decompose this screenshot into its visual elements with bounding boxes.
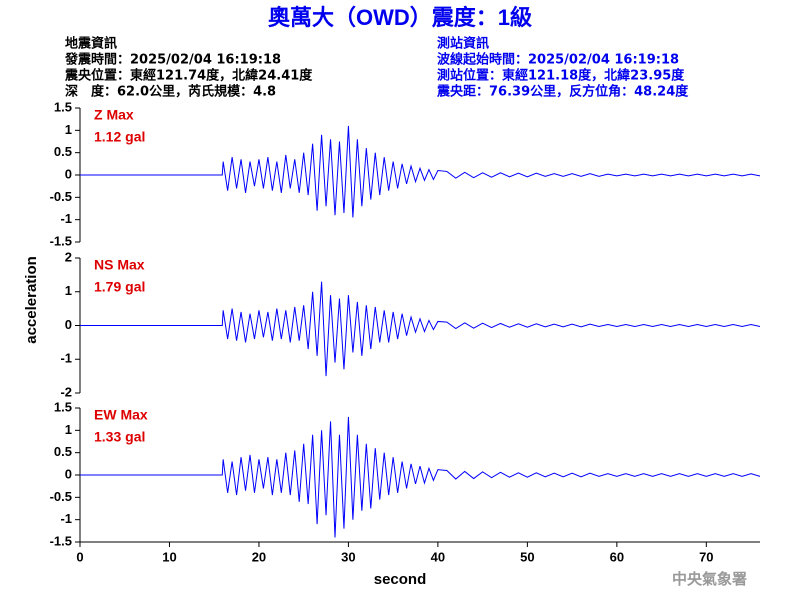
annotation: 1.79 gal [94, 279, 145, 295]
info-line: 深 度：62.0公里，芮氏規模：4.8 [65, 84, 276, 100]
annotation: Z Max [94, 107, 134, 123]
x-tick-label: 60 [610, 549, 624, 564]
waveform [80, 125, 761, 218]
y-tick-label: 0 [65, 466, 72, 481]
x-tick-label: 10 [162, 549, 176, 564]
annotation: NS Max [94, 257, 145, 273]
y-tick-label: 0 [65, 317, 72, 332]
y-tick-label: 1 [65, 122, 72, 137]
footer: 中央氣象署 [672, 570, 747, 588]
y-tick-label: -1.5 [50, 533, 72, 548]
info-line: 測站位置：東經121.18度，北緯23.95度 [437, 68, 685, 84]
y-tick-label: 0.5 [54, 144, 72, 159]
x-tick-label: 50 [520, 549, 534, 564]
y-tick-label: -0.5 [50, 489, 72, 504]
y-tick-label: -1.5 [50, 233, 72, 248]
y-tick-label: 2 [65, 249, 72, 264]
info-line: 發震時間：2025/02/04 16:19:18 [64, 52, 281, 68]
y-tick-label: 1 [65, 422, 72, 437]
y-tick-label: -1 [60, 211, 72, 226]
x-tick-label: 30 [341, 549, 355, 564]
y-tick-label: 1.5 [54, 99, 72, 114]
x-tick-label: 20 [252, 549, 266, 564]
waveform [80, 281, 761, 377]
annotation: EW Max [94, 407, 148, 423]
y-tick-label: 1 [65, 283, 72, 298]
waveform [80, 416, 761, 538]
y-tick-label: 1.5 [54, 399, 72, 414]
x-tick-label: 40 [431, 549, 445, 564]
y-tick-label: -2 [60, 384, 72, 399]
x-tick-label: 70 [699, 549, 713, 564]
info-line: 測站資訊 [437, 36, 489, 52]
x-axis-label: second [374, 571, 427, 588]
y-axis-label: acceleration [23, 256, 40, 344]
chart-title: 奧萬大（OWD）震度：1級 [268, 5, 532, 30]
y-tick-label: -1 [60, 351, 72, 366]
y-tick-label: 0 [65, 166, 72, 181]
y-tick-label: -1 [60, 511, 72, 526]
annotation: 1.12 gal [94, 129, 145, 145]
annotation: 1.33 gal [94, 429, 145, 445]
x-tick-label: 0 [76, 549, 83, 564]
info-line: 波線起始時間：2025/02/04 16:19:18 [437, 52, 679, 68]
y-tick-label: -0.5 [50, 189, 72, 204]
info-line: 震央距：76.39公里，反方位角：48.24度 [436, 84, 689, 100]
info-line: 震央位置：東經121.74度，北緯24.41度 [64, 68, 313, 84]
y-tick-label: 0.5 [54, 444, 72, 459]
info-line: 地震資訊 [65, 36, 117, 52]
